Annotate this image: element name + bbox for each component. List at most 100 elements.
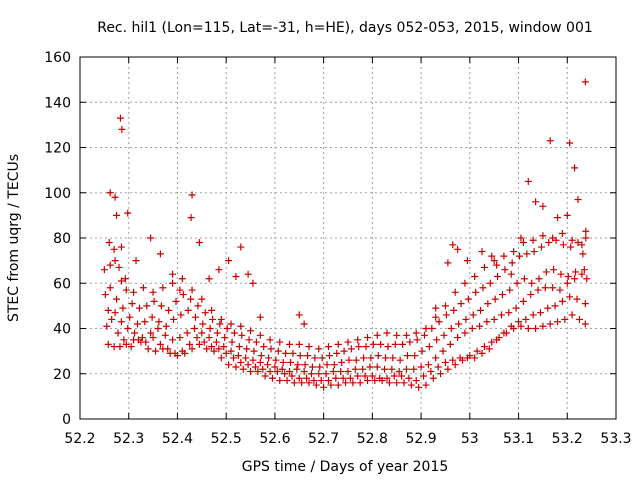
data-point <box>571 275 579 283</box>
data-point <box>383 329 391 337</box>
data-point <box>327 381 335 389</box>
data-point <box>104 340 112 348</box>
data-point <box>454 245 462 253</box>
data-point <box>200 338 208 346</box>
data-point <box>551 302 559 310</box>
y-tick-label: 100 <box>44 186 71 202</box>
data-point <box>463 354 471 362</box>
data-point <box>529 236 537 244</box>
data-point <box>464 295 472 303</box>
data-point <box>500 252 508 260</box>
data-point <box>279 358 287 366</box>
data-point <box>232 363 240 371</box>
data-point <box>352 356 360 364</box>
data-point <box>506 286 514 294</box>
data-point <box>266 367 274 375</box>
data-point <box>295 340 303 348</box>
data-point <box>450 306 458 314</box>
data-point <box>159 284 167 292</box>
data-point <box>539 322 547 330</box>
data-point <box>544 304 552 312</box>
data-point <box>199 320 207 328</box>
data-point <box>351 365 359 373</box>
data-point <box>203 345 211 353</box>
data-point <box>217 354 225 362</box>
data-point <box>347 345 355 353</box>
data-point <box>281 370 289 378</box>
data-point <box>208 343 216 351</box>
data-point <box>194 302 202 310</box>
data-point <box>198 295 206 303</box>
data-point <box>205 334 213 342</box>
data-point <box>329 367 337 375</box>
data-point <box>340 347 348 355</box>
data-point <box>210 347 218 355</box>
data-point <box>244 270 252 278</box>
data-point <box>266 336 274 344</box>
data-point <box>117 243 125 251</box>
data-point <box>179 291 187 299</box>
x-axis-label: GPS time / Days of year 2015 <box>242 459 449 475</box>
data-point <box>141 318 149 326</box>
data-point <box>176 334 184 342</box>
x-tick-label: 52.7 <box>308 431 339 447</box>
data-point <box>455 320 463 328</box>
data-point <box>208 306 216 314</box>
data-point <box>554 318 562 326</box>
data-point <box>549 234 557 242</box>
data-point <box>229 354 237 362</box>
data-point <box>300 320 308 328</box>
data-point <box>206 325 214 332</box>
data-point <box>441 358 449 366</box>
data-point <box>471 272 479 280</box>
data-point <box>530 248 538 256</box>
data-point <box>164 345 172 353</box>
data-point <box>359 365 367 373</box>
data-point <box>198 329 206 337</box>
data-point <box>149 288 157 296</box>
data-point <box>480 343 488 351</box>
data-point <box>550 266 558 274</box>
data-point <box>121 275 129 283</box>
data-point <box>155 318 163 326</box>
data-point <box>449 356 457 364</box>
data-point <box>356 379 364 387</box>
x-tick-label: 52.4 <box>162 431 193 447</box>
data-point <box>396 356 404 364</box>
data-point <box>135 304 143 312</box>
data-point <box>393 379 401 387</box>
data-point <box>184 306 192 314</box>
data-point <box>293 365 301 373</box>
data-point <box>373 363 381 371</box>
data-point <box>581 300 589 308</box>
data-point <box>537 243 545 251</box>
data-point <box>488 338 496 346</box>
data-point <box>216 320 224 328</box>
data-point <box>307 370 315 378</box>
data-point <box>505 309 513 317</box>
data-point <box>191 313 199 321</box>
data-point <box>422 325 430 332</box>
data-point <box>114 329 122 337</box>
data-point <box>517 322 525 330</box>
data-point <box>472 288 480 296</box>
data-point <box>449 241 457 249</box>
data-point <box>535 275 543 283</box>
y-tick-label: 160 <box>44 50 71 66</box>
data-point <box>415 383 423 391</box>
data-point <box>478 248 486 256</box>
data-point <box>298 379 306 387</box>
data-point <box>561 315 569 323</box>
data-point <box>554 214 562 222</box>
data-point <box>221 334 229 342</box>
data-point <box>566 293 574 301</box>
data-point <box>355 343 363 351</box>
data-point <box>337 367 345 375</box>
data-point <box>546 320 554 328</box>
data-point <box>572 268 580 276</box>
data-point <box>574 196 582 204</box>
data-point <box>451 288 459 296</box>
data-point <box>510 248 518 256</box>
data-point <box>318 354 326 362</box>
data-point <box>212 338 220 346</box>
